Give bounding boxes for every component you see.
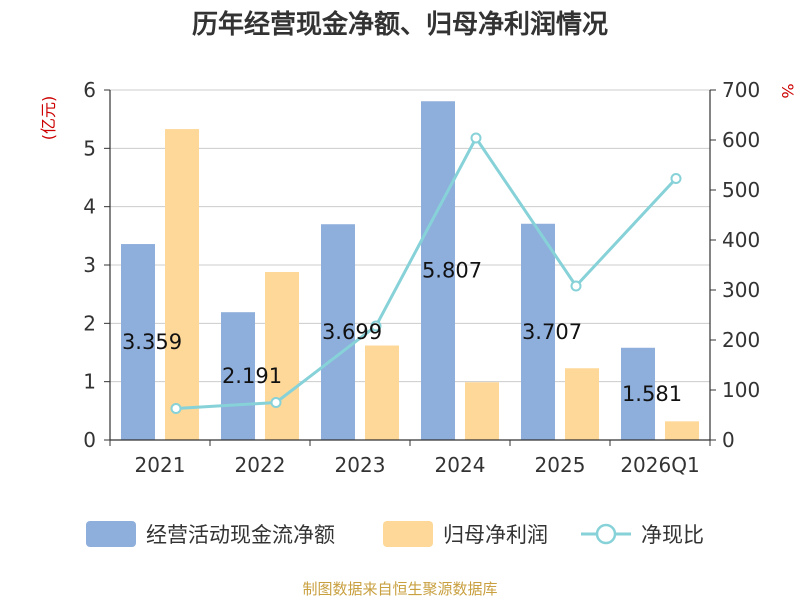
x-tick-label: 2021 xyxy=(135,453,186,477)
right-axis-unit: % xyxy=(778,83,797,98)
right-tick-label: 300 xyxy=(722,278,760,302)
ratio-point xyxy=(170,403,182,414)
axes: 0 1 2 3 4 5 6 0 100 200 300 400 500 600 700 2021 2022 202… xyxy=(83,78,760,477)
x-tick-label: 2022 xyxy=(235,453,286,477)
source-note: 制图数据来自恒生聚源数据库 xyxy=(302,580,497,598)
ratio-point xyxy=(370,320,382,332)
net-profit-bar xyxy=(165,129,199,441)
operating-cash-data-label: 1.581 xyxy=(622,382,682,406)
net-profit-bar xyxy=(565,368,599,440)
legend-label-net-profit: 归母净利润 xyxy=(443,523,548,547)
right-tick-label: 200 xyxy=(722,328,760,352)
net-profit-bar xyxy=(665,421,699,440)
legend-label-operating-cash: 经营活动现金流净额 xyxy=(146,523,335,547)
net-profit-bar xyxy=(365,345,399,440)
left-tick-label: 5 xyxy=(83,136,96,160)
ratio-point xyxy=(570,280,582,292)
chart-title: 历年经营现金净额、归母净利润情况 xyxy=(192,9,608,40)
legend-label-ratio: 净现比 xyxy=(641,523,704,547)
left-tick-label: 6 xyxy=(83,78,96,102)
left-tick-label: 4 xyxy=(83,195,96,219)
operating-cash-bar xyxy=(121,244,155,440)
legend-swatch-net-profit xyxy=(383,521,433,547)
left-axis-unit: (亿元) xyxy=(39,96,58,141)
operating-cash-data-label: 2.191 xyxy=(222,364,282,388)
left-tick-label: 1 xyxy=(83,370,96,394)
right-tick-label: 700 xyxy=(722,78,760,102)
right-tick-label: 600 xyxy=(722,128,760,152)
legend-swatch-operating-cash xyxy=(86,521,136,547)
right-tick-label: 500 xyxy=(722,178,760,202)
operating-cash-data-label: 3.359 xyxy=(122,330,182,354)
x-tick-label: 2025 xyxy=(535,453,586,477)
operating-cash-bar xyxy=(521,223,555,440)
data-labels: 3.359 2.191 3.699 5.807 3.707 1.581 xyxy=(122,259,682,406)
right-tick-label: 100 xyxy=(722,378,760,402)
operating-cash-bar xyxy=(621,347,655,440)
operating-cash-bar xyxy=(221,312,255,440)
ratio-line-path xyxy=(175,135,678,410)
operating-cash-data-label: 5.807 xyxy=(422,259,482,283)
ratio-point xyxy=(470,132,482,144)
bars xyxy=(121,101,699,441)
net-profit-bar xyxy=(265,272,299,440)
x-tick-label: 2024 xyxy=(435,453,486,477)
x-tick-label: 2026Q1 xyxy=(620,453,699,477)
operating-cash-data-label: 3.707 xyxy=(522,320,582,344)
grid-lines xyxy=(110,89,710,383)
ratio-point xyxy=(670,173,682,184)
left-tick-label: 2 xyxy=(83,311,96,335)
legend-swatch-ratio-marker xyxy=(595,523,617,545)
x-tick-label: 2023 xyxy=(335,453,386,477)
left-tick-label: 0 xyxy=(83,428,96,452)
left-tick-label: 3 xyxy=(83,253,96,277)
operating-cash-bar xyxy=(421,101,455,440)
operating-cash-data-label: 3.699 xyxy=(322,320,382,344)
operating-cash-bar xyxy=(321,224,355,440)
right-tick-label: 400 xyxy=(722,228,760,252)
ratio-point xyxy=(270,397,282,408)
ratio-line xyxy=(170,132,682,414)
legend: 经营活动现金流净额 归母净利润 净现比 xyxy=(86,521,704,547)
net-profit-bar xyxy=(465,382,499,440)
right-tick-label: 0 xyxy=(722,428,735,452)
